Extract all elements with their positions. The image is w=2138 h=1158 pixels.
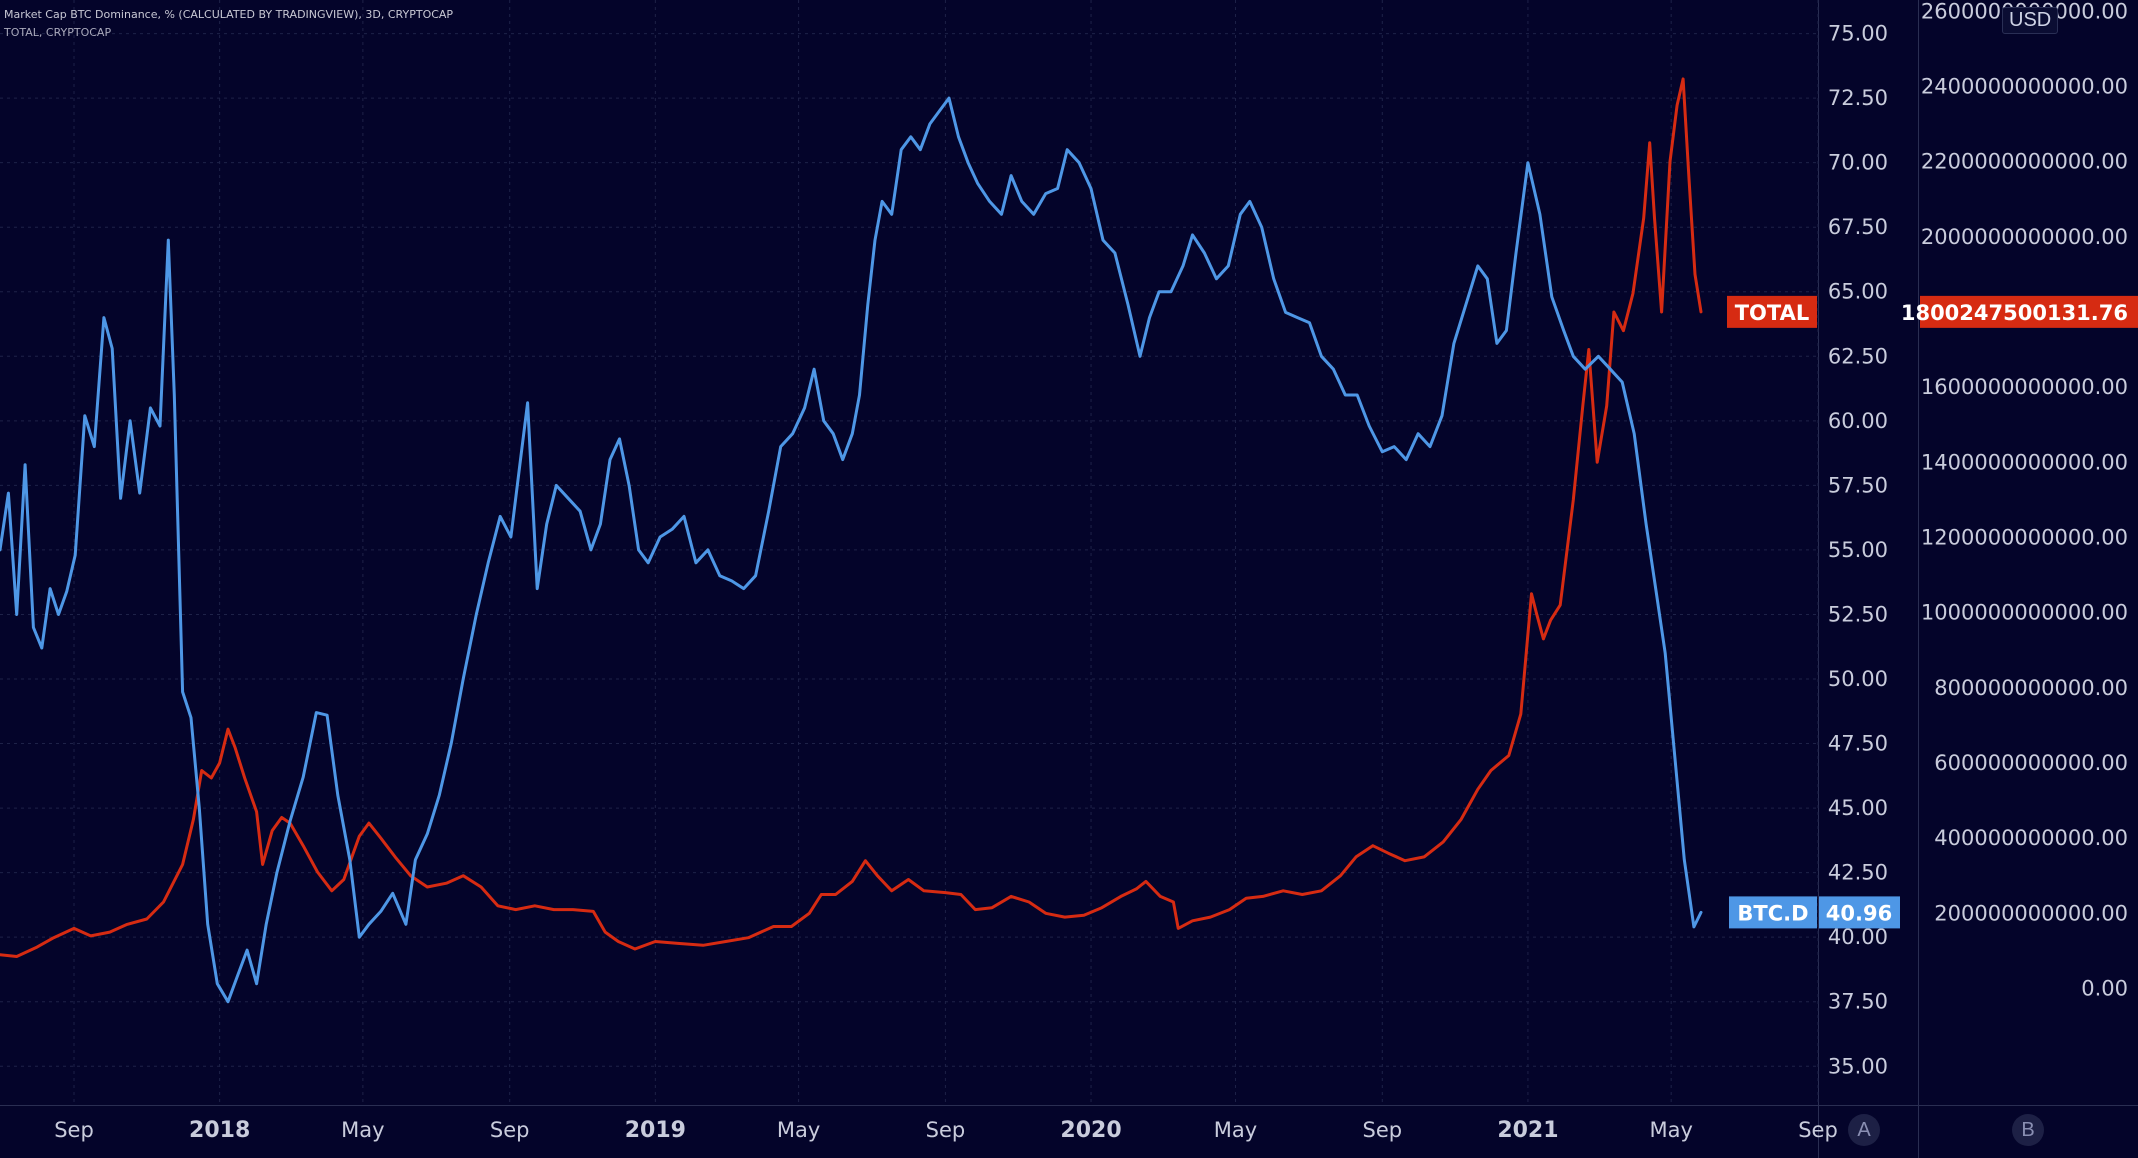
axis-a-tick-label: 45.00: [1828, 796, 1888, 820]
axis-a-tick-label: 65.00: [1828, 280, 1888, 304]
axis-b-tick-label: 600000000000.00: [1934, 751, 2128, 775]
axis-b-tick-label: 2000000000000.00: [1921, 225, 2128, 249]
time-tick-label: Sep: [490, 1118, 530, 1142]
axis-a-tick-label: 60.00: [1828, 409, 1888, 433]
btcd-value-tag: [1819, 896, 1900, 929]
time-tick-label: Sep: [926, 1118, 966, 1142]
time-tick-label: Sep: [54, 1118, 94, 1142]
time-tick-label: 2020: [1060, 1118, 1121, 1143]
axis-a-tick-label: 37.50: [1828, 990, 1888, 1014]
time-tick-label: 2021: [1497, 1118, 1558, 1143]
btcd-name-label: BTC.D: [1737, 901, 1808, 925]
time-tick-label: May: [1214, 1118, 1257, 1142]
time-tick-label: May: [1649, 1118, 1692, 1142]
btcd-value-label: 40.96: [1826, 901, 1892, 925]
axis-b-tick-label: 2400000000000.00: [1921, 74, 2128, 98]
axis-a-tick-label: 62.50: [1828, 344, 1888, 368]
axis-b-tick-label: 1000000000000.00: [1921, 601, 2128, 625]
total-value-tag: [1920, 295, 2138, 328]
axis-a-tick-label: 67.50: [1828, 215, 1888, 239]
axis-b-tick-label: 1200000000000.00: [1921, 525, 2128, 549]
currency-badge[interactable]: USD: [2002, 7, 2059, 34]
axis-a-tick-label: 35.00: [1828, 1054, 1888, 1078]
axis-b-tick-label: 1400000000000.00: [1921, 450, 2128, 474]
axis-b-tick-label: 1600000000000.00: [1921, 375, 2128, 399]
series-line-total: [0, 77, 1703, 958]
axis-b-tick-label: 400000000000.00: [1934, 826, 2128, 850]
chart-subtitle: TOTAL, CRYPTOCAP: [4, 26, 112, 39]
axis-a-tick-label: 40.00: [1828, 925, 1888, 949]
axis-b-tick-label: 2200000000000.00: [1921, 150, 2128, 174]
chart-title: Market Cap BTC Dominance, % (CALCULATED …: [4, 8, 454, 21]
axis-b-tick-label: 800000000000.00: [1934, 676, 2128, 700]
btcd-name-tag: [1729, 896, 1817, 929]
scale-b-button[interactable]: B: [2012, 1114, 2044, 1146]
axis-a-tick-label: 75.00: [1828, 22, 1888, 46]
axis-b-tick-label: 200000000000.00: [1934, 901, 2128, 925]
total-name-tag: [1727, 295, 1817, 328]
time-tick-label: Sep: [1363, 1118, 1403, 1142]
axis-b-panel: [1918, 0, 2138, 1158]
scale-a-button[interactable]: A: [1848, 1114, 1880, 1146]
axis-b-tick-label: 0.00: [2081, 976, 2128, 1000]
axis-a-tick-label: 52.50: [1828, 602, 1888, 626]
axis-a-panel: [1818, 0, 1918, 1158]
axis-a-tick-label: 47.50: [1828, 732, 1888, 756]
time-tick-label: 2018: [189, 1118, 250, 1143]
time-tick-label: 2019: [625, 1118, 686, 1143]
axis-a-tick-label: 72.50: [1828, 86, 1888, 110]
time-tick-label: May: [341, 1118, 384, 1142]
total-value-label: 1800247500131.76: [1901, 301, 2128, 325]
series-line-btc-d: [0, 96, 1703, 1004]
axis-a-tick-label: 55.00: [1828, 538, 1888, 562]
axis-a-tick-label: 57.50: [1828, 473, 1888, 497]
time-tick-label: May: [777, 1118, 820, 1142]
axis-a-tick-label: 70.00: [1828, 151, 1888, 175]
total-name-label: TOTAL: [1735, 301, 1810, 325]
axis-a-tick-label: 42.50: [1828, 861, 1888, 885]
time-tick-label: Sep: [1798, 1118, 1838, 1142]
axis-a-tick-label: 50.00: [1828, 667, 1888, 691]
